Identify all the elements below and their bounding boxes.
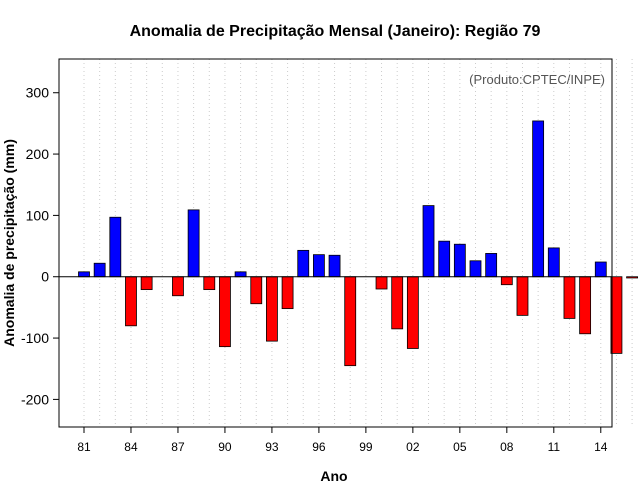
bar-1998 — [344, 276, 357, 367]
bar-2004 — [438, 240, 451, 278]
bar-2000 — [375, 276, 388, 290]
bar-1982 — [93, 262, 106, 278]
y-tick-label: -100 — [21, 330, 49, 346]
bar-2010 — [532, 120, 545, 278]
product-annotation: (Produto:CPTEC/INPE) — [469, 72, 605, 87]
bar-1987 — [172, 276, 184, 297]
bar-2002 — [406, 276, 419, 349]
x-tick-label: 99 — [359, 440, 373, 454]
x-axis-label: Ano — [320, 468, 347, 484]
bar-2014 — [594, 261, 607, 278]
bar-2009 — [516, 276, 529, 316]
y-tick-label: -200 — [21, 391, 49, 407]
bar-2007 — [485, 253, 498, 278]
chart-title: Anomalia de Precipitação Mensal (Janeiro… — [130, 23, 541, 40]
bar-2005 — [453, 243, 466, 278]
y-tick-label: 200 — [26, 146, 50, 162]
bar-1992 — [250, 276, 263, 305]
x-tick-label: 05 — [453, 440, 467, 454]
y-tick-label: 0 — [41, 269, 49, 285]
x-tick-label: 93 — [265, 440, 279, 454]
bar-1988 — [187, 209, 200, 278]
bar-2016 — [626, 276, 638, 279]
bar-2008 — [500, 276, 513, 286]
x-tick-label: 90 — [218, 440, 232, 454]
x-tick-label: 14 — [594, 440, 608, 454]
x-tick-label: 84 — [124, 440, 138, 454]
bar-2013 — [579, 276, 592, 335]
x-tick-label: 11 — [548, 440, 561, 454]
bar-1981 — [78, 271, 90, 278]
bar-1983 — [109, 216, 122, 278]
bar-1990 — [219, 276, 231, 348]
bar-2011 — [547, 247, 560, 278]
x-tick-label: 08 — [500, 440, 514, 454]
bar-2006 — [469, 260, 482, 278]
bar-1984 — [125, 276, 137, 327]
x-tick-label: 96 — [312, 440, 326, 454]
bar-1996 — [312, 254, 325, 278]
y-tick-label: 300 — [26, 85, 50, 101]
bar-1991 — [234, 271, 247, 278]
x-tick-label: 81 — [77, 440, 91, 454]
bar-1993 — [266, 276, 278, 342]
bar-2001 — [391, 276, 404, 330]
bar-1994 — [281, 276, 294, 310]
bar-2003 — [422, 205, 435, 278]
bar-1995 — [297, 249, 310, 278]
x-tick-label: 87 — [171, 440, 185, 454]
y-axis-label: Anomalia de precipitação (mm) — [1, 139, 17, 347]
bar-2015 — [610, 276, 623, 354]
bar-2012 — [563, 276, 576, 319]
y-tick-label: 100 — [26, 207, 50, 223]
bar-1997 — [328, 254, 341, 278]
bar-1985 — [140, 276, 153, 291]
plot-area: -200 -100 0 100 200 300 81 84 87 90 93 96 99 02 05 08 11… — [21, 58, 638, 454]
bar-1989 — [203, 276, 216, 291]
plot-frame — [58, 58, 613, 428]
x-tick-label: 02 — [406, 440, 420, 454]
